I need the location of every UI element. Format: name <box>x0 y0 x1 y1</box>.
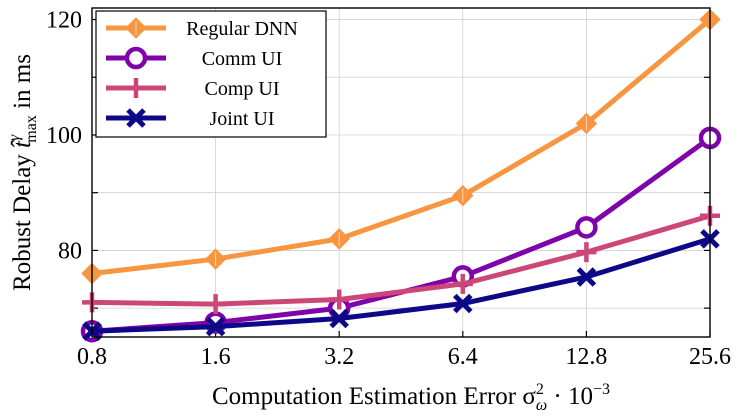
x-tick-label: 0.8 <box>77 344 107 370</box>
data-point <box>329 289 350 310</box>
x-tick-label: 1.6 <box>201 344 231 370</box>
y-axis-label-main: Robust Delay <box>9 148 36 291</box>
legend-label: Regular DNN <box>186 18 298 40</box>
x-axis-label-tail: · 10 <box>547 383 593 410</box>
legend-item-comm-ui: Comm UI <box>106 46 283 70</box>
y-tick-label: 80 <box>58 238 82 264</box>
data-point <box>328 228 350 250</box>
y-axis-label: Robust Delay t̂γmax in ms <box>6 54 40 291</box>
legend-label: Joint UI <box>210 108 275 130</box>
legend-marker <box>125 17 147 39</box>
x-axis-label-sub: ω <box>536 397 547 414</box>
legend: Regular DNN Comm UI Comp UI Joint UI <box>95 10 327 138</box>
data-point <box>205 316 226 337</box>
data-point <box>575 216 598 239</box>
series-line <box>89 213 713 307</box>
x-tick-label: 6.4 <box>448 344 478 370</box>
series-line <box>89 17 713 277</box>
data-point <box>576 267 597 287</box>
y-axis-label-sub: max <box>23 115 40 143</box>
legend-item-regular-dnn: Regular DNN <box>106 17 298 40</box>
legend-marker <box>126 108 146 128</box>
data-point <box>452 184 474 207</box>
legend-label: Comm UI <box>202 48 283 70</box>
y-tick-label: 120 <box>46 8 82 34</box>
data-point <box>205 294 226 315</box>
x-axis-label: Computation Estimation Error σ2 ω · 10−3 <box>212 381 610 414</box>
x-axis-label-main: Computation Estimation Error σ <box>212 383 536 410</box>
y-axis-label-sup: γ <box>6 134 23 141</box>
data-point <box>204 248 227 270</box>
x-axis-ticks: 0.8 1.6 3.2 6.4 12.8 25.6 <box>77 331 731 370</box>
x-tick-label: 12.8 <box>565 344 607 370</box>
x-axis-label-sup: 2 <box>536 381 544 398</box>
series-line <box>89 236 713 334</box>
y-axis-label-tail: in ms <box>9 54 36 115</box>
y-axis-label-t: t̂ <box>9 139 36 148</box>
legend-label: Comp UI <box>205 78 280 100</box>
data-point <box>452 273 473 294</box>
plot-frame <box>91 7 711 338</box>
data-point <box>453 293 473 314</box>
x-tick-label: 25.6 <box>689 344 731 370</box>
x-tick-label: 3.2 <box>324 344 354 370</box>
legend-marker <box>124 46 148 70</box>
legend-item-joint-ui: Joint UI <box>106 108 275 130</box>
series-comp-ui <box>82 205 720 315</box>
data-point <box>576 242 597 263</box>
x-axis-label-exp: −3 <box>593 381 610 398</box>
data-point <box>575 112 598 135</box>
data-point <box>329 308 349 329</box>
y-tick-label: 100 <box>46 123 82 149</box>
legend-item-comp-ui: Comp UI <box>106 78 280 100</box>
legend-marker <box>126 78 146 98</box>
legend-items: Regular DNN Comm UI Comp UI Joint UI <box>106 17 298 130</box>
